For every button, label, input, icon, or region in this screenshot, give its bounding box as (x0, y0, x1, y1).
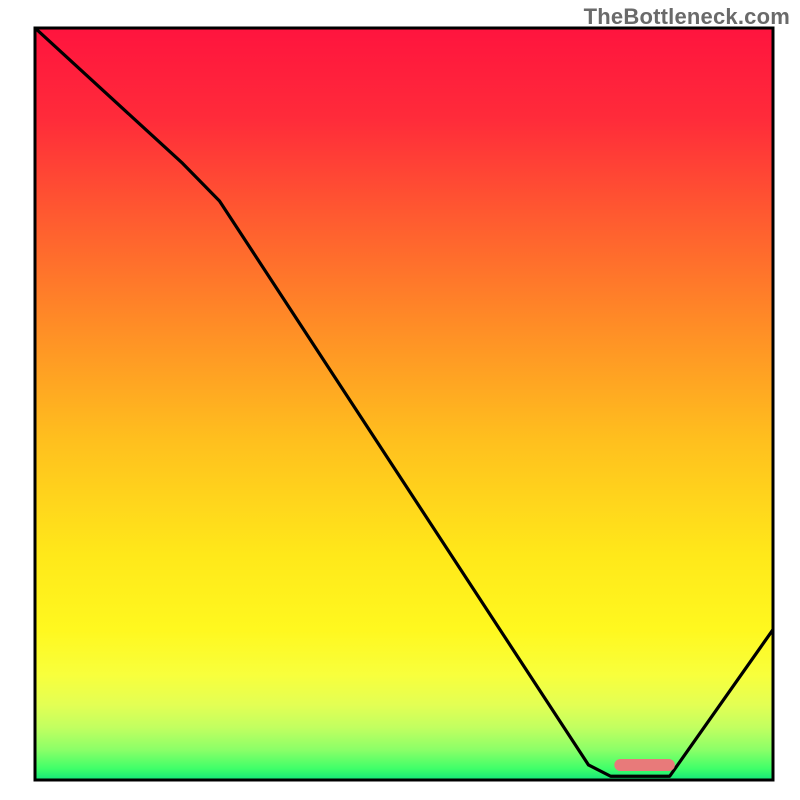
chart-container: TheBottleneck.com (0, 0, 800, 800)
optimal-range-marker (614, 759, 675, 771)
gradient-background (35, 28, 773, 780)
bottleneck-chart (0, 0, 800, 800)
